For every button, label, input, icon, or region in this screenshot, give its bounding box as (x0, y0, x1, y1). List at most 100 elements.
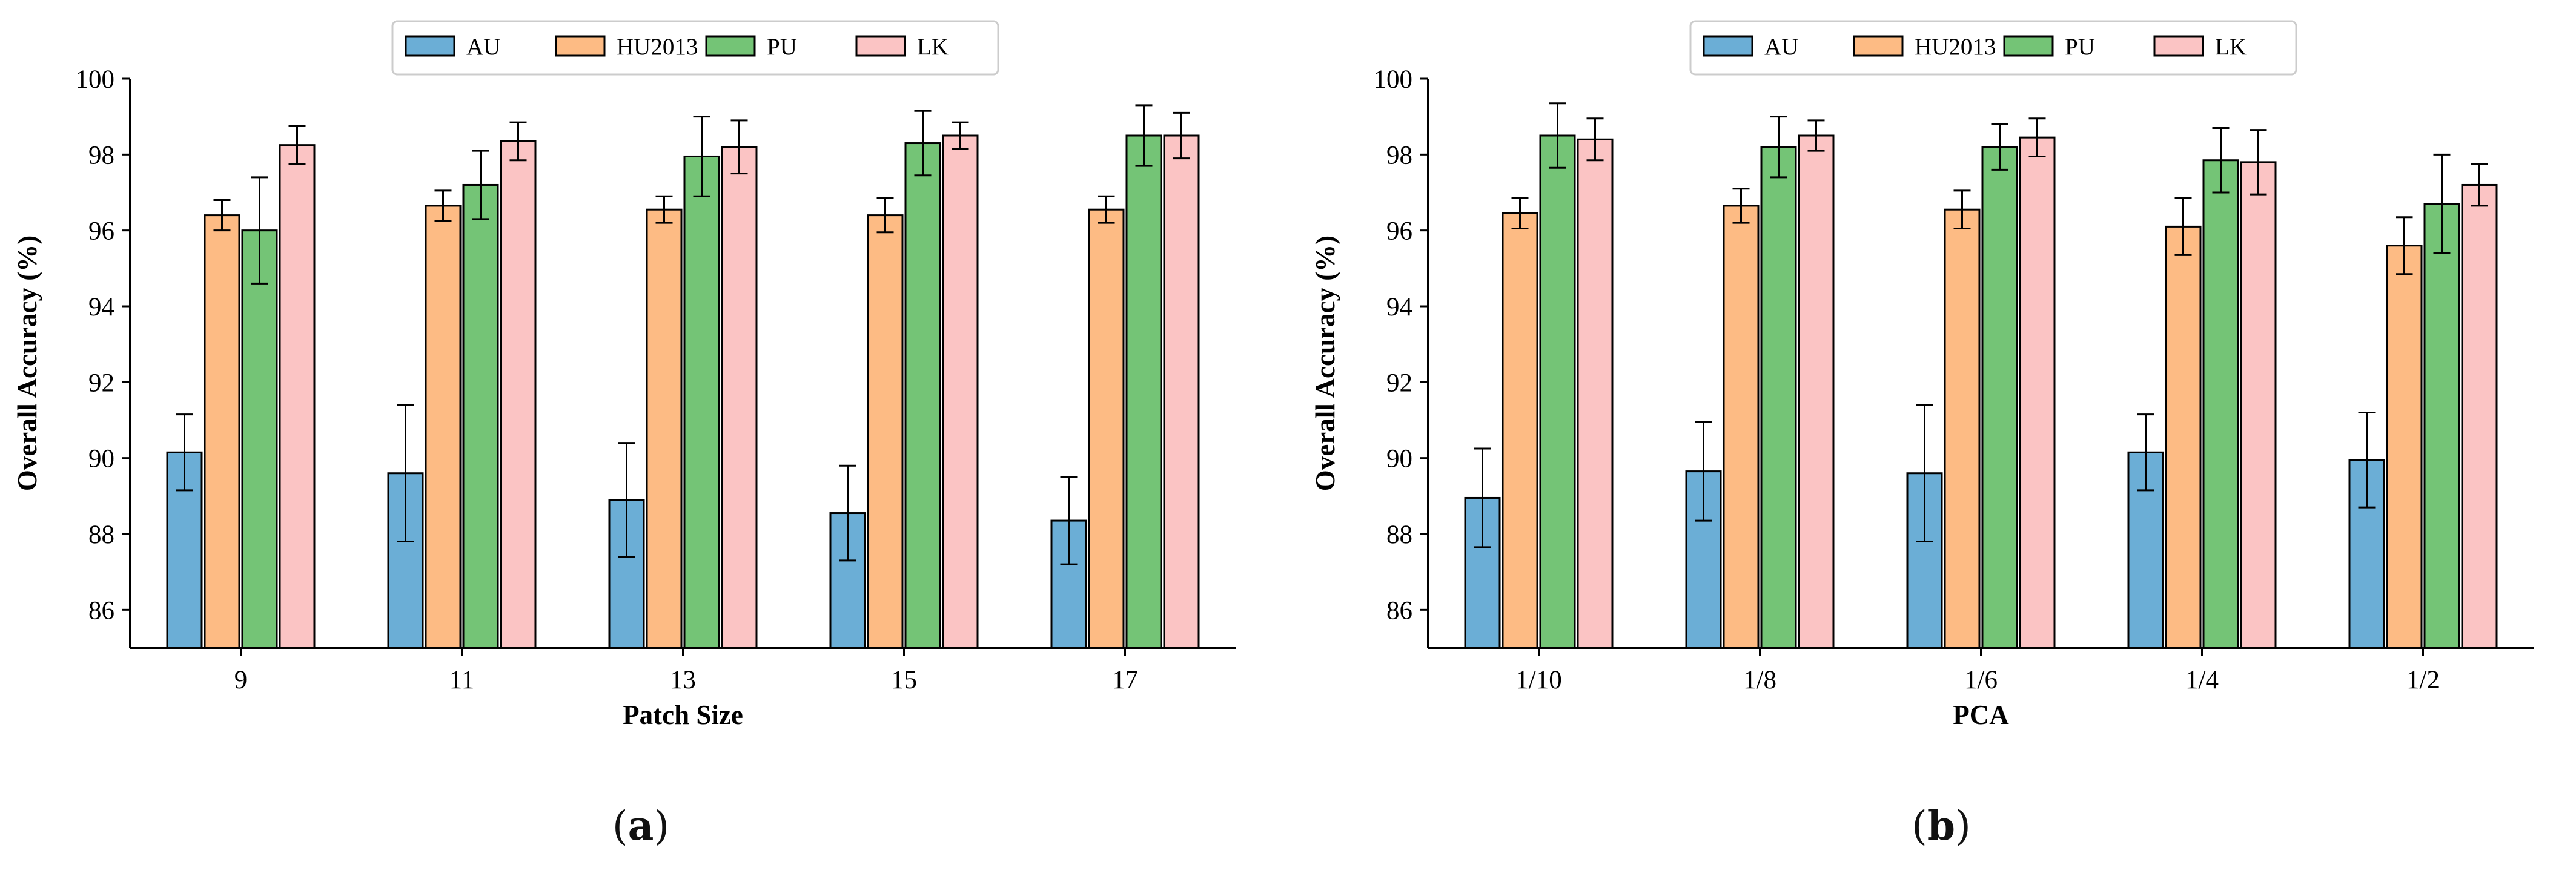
legend-label-hu2013: HU2013 (1915, 34, 1996, 60)
bar-pu-15 (904, 142, 941, 649)
y-tick-label: 90 (1386, 445, 1412, 473)
bar-lk-11 (500, 140, 537, 649)
error-bar (655, 195, 673, 224)
x-axis-label: PCA (1953, 700, 2009, 730)
legend-label-lk: LK (917, 34, 949, 60)
legend-swatch-pu (705, 35, 756, 57)
y-axis-label: Overall Accuracy (%) (12, 235, 42, 491)
legend: AU HU2013 PU LK (391, 20, 999, 76)
legend-swatch-pu (2003, 35, 2054, 57)
y-tick-label: 92 (1386, 369, 1412, 397)
bar-lk-13 (721, 146, 758, 649)
error-bar (2433, 153, 2451, 254)
error-bar (1916, 404, 1933, 543)
legend-label-hu2013: HU2013 (617, 34, 698, 60)
bar-lk-1-2 (2461, 183, 2498, 649)
y-tick-label: 96 (88, 217, 114, 246)
bar-hu2013-15 (867, 214, 904, 649)
error-bar (251, 176, 268, 285)
x-tick-label: 1/6 (1964, 666, 1998, 694)
bar-hu2013-1-4 (2165, 225, 2202, 649)
error-bar (472, 150, 489, 220)
error-bar (1807, 119, 1825, 152)
bar-pu-1-2 (2423, 203, 2460, 649)
bar-pu-17 (1125, 134, 1162, 649)
error-bar (1098, 195, 1115, 224)
bar-lk-9 (279, 144, 316, 649)
bar-lk-17 (1163, 134, 1200, 649)
error-bar (1549, 102, 1566, 169)
bar-lk-1-8 (1798, 134, 1835, 649)
x-tick-label: 15 (891, 666, 917, 694)
error-bar (730, 119, 748, 175)
bar-hu2013-13 (646, 208, 683, 649)
error-bar (2250, 129, 2267, 196)
bar-pu-9 (241, 229, 278, 649)
caption-b: (b) (1912, 802, 1971, 849)
error-bar (176, 413, 193, 492)
error-bar (952, 121, 969, 150)
legend-box (391, 20, 999, 76)
legend-swatch-au (405, 35, 455, 57)
error-bar (2212, 127, 2230, 194)
y-tick-label: 98 (1386, 141, 1412, 170)
error-bar (2358, 411, 2376, 509)
chart-panel-b: 86 88 90 92 94 96 98 100 1/10 1/8 1/6 1/4 1/2 PCA Over… (1310, 20, 2534, 730)
caption-a-letter: a (627, 802, 654, 849)
y-tick-label: 96 (1386, 217, 1412, 246)
error-bar (839, 464, 856, 562)
error-bar (1474, 447, 1491, 548)
error-bar (618, 442, 635, 558)
bar-hu2013-1-6 (1944, 208, 1981, 649)
x-tick-label: 17 (1112, 666, 1138, 694)
error-bar (1586, 117, 1604, 162)
bar-hu2013-1-8 (1723, 205, 1760, 649)
error-bar (693, 116, 710, 197)
bar-hu2013-11 (425, 205, 462, 649)
error-bar (2028, 117, 2046, 157)
error-bar (213, 199, 231, 232)
y-tick-label: 90 (88, 445, 114, 473)
bar-pu-11 (462, 183, 499, 649)
error-bar (509, 121, 527, 162)
error-bar (1135, 104, 1153, 167)
error-bar (876, 197, 894, 234)
caption-a: (a) (612, 802, 670, 849)
y-tick-label: 86 (1386, 596, 1412, 625)
y-tick-label: 88 (1386, 521, 1412, 549)
error-bar (1173, 111, 1190, 160)
error-bar (2396, 216, 2413, 275)
bar-hu2013-1-10 (1502, 212, 1538, 649)
legend-swatch-lk (855, 35, 906, 57)
x-axis-label: Patch Size (623, 700, 743, 730)
error-bar (1511, 197, 1529, 230)
y-tick-label: 100 (76, 65, 115, 94)
x-tick-label: 1/4 (2185, 666, 2219, 694)
x-tick-label: 9 (234, 666, 248, 694)
error-bar (1991, 123, 2008, 171)
legend-label-lk: LK (2215, 34, 2247, 60)
bar-lk-1-4 (2240, 161, 2277, 649)
y-tick-label: 86 (88, 596, 114, 625)
error-bar (1060, 476, 1078, 565)
bar-hu2013-9 (204, 214, 240, 649)
legend: AU HU2013 PU LK (1689, 20, 2297, 76)
legend-label-pu: PU (2065, 34, 2095, 60)
bar-pu-13 (683, 155, 720, 649)
legend-label-au: AU (466, 34, 500, 60)
error-bar (1953, 189, 1971, 230)
x-tick-label: 1/2 (2406, 666, 2440, 694)
bar-lk-1-6 (2019, 136, 2056, 649)
legend-label-pu: PU (767, 34, 797, 60)
error-bar (434, 189, 452, 222)
error-bar (1732, 188, 1750, 224)
bar-hu2013-17 (1088, 208, 1125, 649)
legend-swatch-au (1703, 35, 1753, 57)
error-bar (2137, 413, 2154, 492)
legend-box (1689, 20, 2297, 76)
x-tick-label: 1/8 (1743, 666, 1776, 694)
chart-panel-a: 86 88 90 92 94 96 98 100 9 11 13 15 17 Patch Size Over… (12, 20, 1236, 730)
error-bar (288, 125, 306, 165)
error-bar (2471, 163, 2488, 207)
